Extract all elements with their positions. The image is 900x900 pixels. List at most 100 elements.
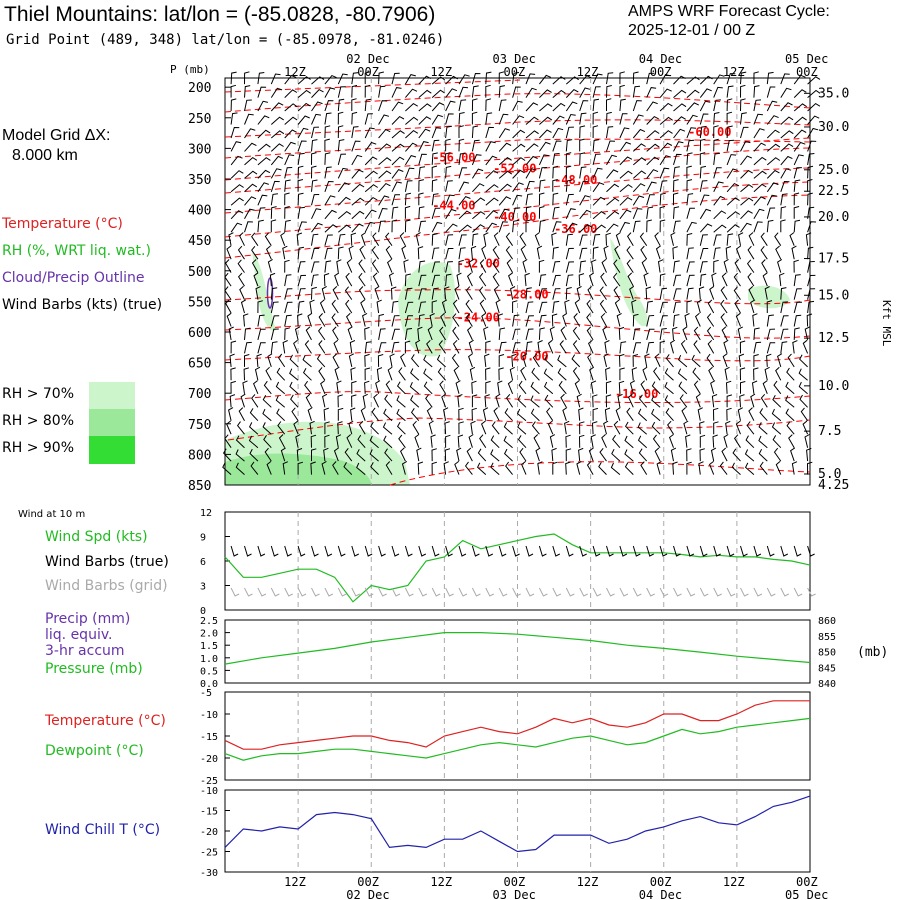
wind-barb [771,422,782,435]
wind-barb [735,245,741,260]
wind-barb [592,407,599,421]
wind-barb [235,449,245,462]
wind-barb [659,273,666,287]
wind-barb [503,448,513,462]
wind-barb [427,326,433,341]
wind-barb [726,224,740,233]
wind-barb [673,166,680,179]
wind-barb [646,130,660,139]
wind-barb [311,126,320,139]
isotherm-label: -40.00 [493,210,536,224]
windchill-panel-tick-label: -20 [200,827,218,838]
windchill-panel-tick-label: -25 [200,848,218,859]
wind-barb [506,259,514,273]
wind-barb [617,393,623,408]
wind-barb [276,408,286,422]
wind-barb [619,71,625,85]
wind-barb [673,206,680,219]
rh80-swatch [89,409,135,436]
temp-panel-tick-label: -10 [200,710,218,721]
wind-barb [761,259,768,273]
wind-barb [552,115,565,125]
wind-barb [740,84,746,98]
wind-barb [445,248,454,260]
wind-barb [401,460,408,475]
kft-tick-label: 30.0 [818,120,849,135]
wind-barb [713,167,722,179]
wind-barb [766,207,776,219]
wind-barb-true [284,545,292,557]
wind-barb [632,170,646,179]
wind-barb [619,367,625,381]
wind-barb [764,366,770,381]
wind-barb [244,113,254,125]
wind-barb [262,408,272,422]
wind-panel-tick-label: 0 [200,606,206,617]
wind-barb [305,393,312,408]
wind-barb-true [404,545,413,557]
wind-barb [348,353,355,368]
wind-barb [699,234,708,246]
wind-barb [351,183,365,193]
wind-barb [713,234,722,246]
wind-barb [614,299,621,314]
wind-barb [336,259,342,273]
wind-barb [544,354,554,368]
wind-barb [592,111,599,125]
wind-barb [456,272,462,287]
top-time-label: 12Z [723,65,745,79]
wind-barb [579,195,591,206]
wind-barb [472,224,485,233]
wind-barb [491,421,500,435]
wind-barb [356,449,366,462]
wind-barb [775,461,782,475]
wind-barb [565,274,574,287]
wind-barb [263,380,272,395]
wind-barb [720,299,728,314]
wind-barb [485,155,498,166]
pressure-panel-right-tick-label: 850 [818,648,836,659]
wind-barb [431,448,437,462]
wind-barb [685,434,691,448]
wind-barb [565,247,574,260]
wind-barb [699,223,713,233]
wind-barb [746,259,755,273]
wind-barb [481,312,487,327]
wind-barb [334,272,340,287]
wind-barb [445,434,451,448]
wind-barb [574,299,581,314]
wind-barb [753,99,762,112]
pressure-panel-right-tick-label: 860 [818,616,836,627]
wind-barb [565,113,576,125]
wind-barb [485,380,491,394]
wind-barb [249,408,259,422]
wind-barb [484,353,490,367]
wind-barb [740,98,746,112]
wind-barb [601,434,607,448]
wind-barb [318,340,326,354]
wind-barb [297,300,305,314]
windchill-panel-tick-label: -30 [200,868,218,879]
wind-barb [276,367,286,381]
pressure-tick-label: 700 [188,387,211,402]
wind-barb [762,380,768,394]
wind-barb [807,153,815,165]
wind-barb [706,326,715,341]
wind-barb-true [619,545,628,557]
wind-barb [224,272,232,287]
wind-barb [706,313,715,327]
pressure-panel-right-tick-label: 840 [818,679,836,690]
wind-barb [350,407,356,421]
wind-barb [337,98,345,112]
wind-barb [383,408,393,422]
wind-barb [740,141,751,152]
wind-barb [309,299,315,314]
wind-barb [265,366,272,381]
wind-barb [267,353,273,368]
wind-barb [615,232,621,246]
wind-barb [653,367,661,381]
wind-barb [753,221,763,233]
wind-barb [760,393,768,408]
wind-barb-grid [418,587,428,597]
wind-barb [543,381,554,395]
